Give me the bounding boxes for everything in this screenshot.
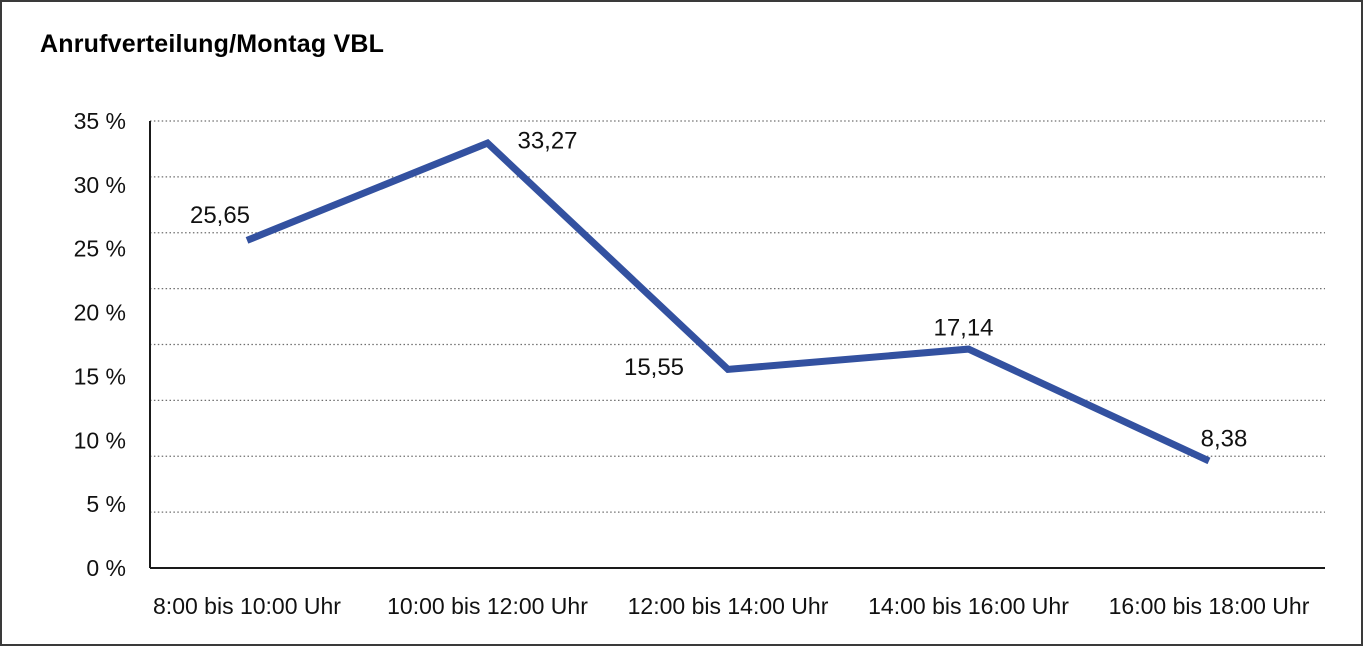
y-tick-label: 15 % <box>74 363 126 389</box>
y-tick-label: 10 % <box>74 427 126 453</box>
y-tick-label: 0 % <box>86 555 126 581</box>
x-axis-label: 12:00 bis 14:00 Uhr <box>628 593 829 619</box>
x-axis-label: 14:00 bis 16:00 Uhr <box>868 593 1069 619</box>
y-tick-label: 5 % <box>86 491 126 517</box>
y-tick-label: 25 % <box>74 236 126 262</box>
x-axis-label: 10:00 bis 12:00 Uhr <box>387 593 588 619</box>
data-label: 33,27 <box>517 128 577 155</box>
x-axis-label: 16:00 bis 18:00 Uhr <box>1109 593 1310 619</box>
chart-title: Anrufverteilung/Montag VBL <box>40 30 385 58</box>
y-tick-label: 20 % <box>74 300 126 326</box>
series-line <box>245 139 1211 465</box>
data-label: 25,65 <box>190 202 250 229</box>
y-tick-label: 35 % <box>74 108 126 134</box>
data-label: 8,38 <box>1201 425 1248 452</box>
data-label: 15,55 <box>624 354 684 381</box>
x-axis-label: 8:00 bis 10:00 Uhr <box>153 593 341 619</box>
y-tick-label: 30 % <box>74 172 126 198</box>
data-label: 17,14 <box>933 315 993 342</box>
